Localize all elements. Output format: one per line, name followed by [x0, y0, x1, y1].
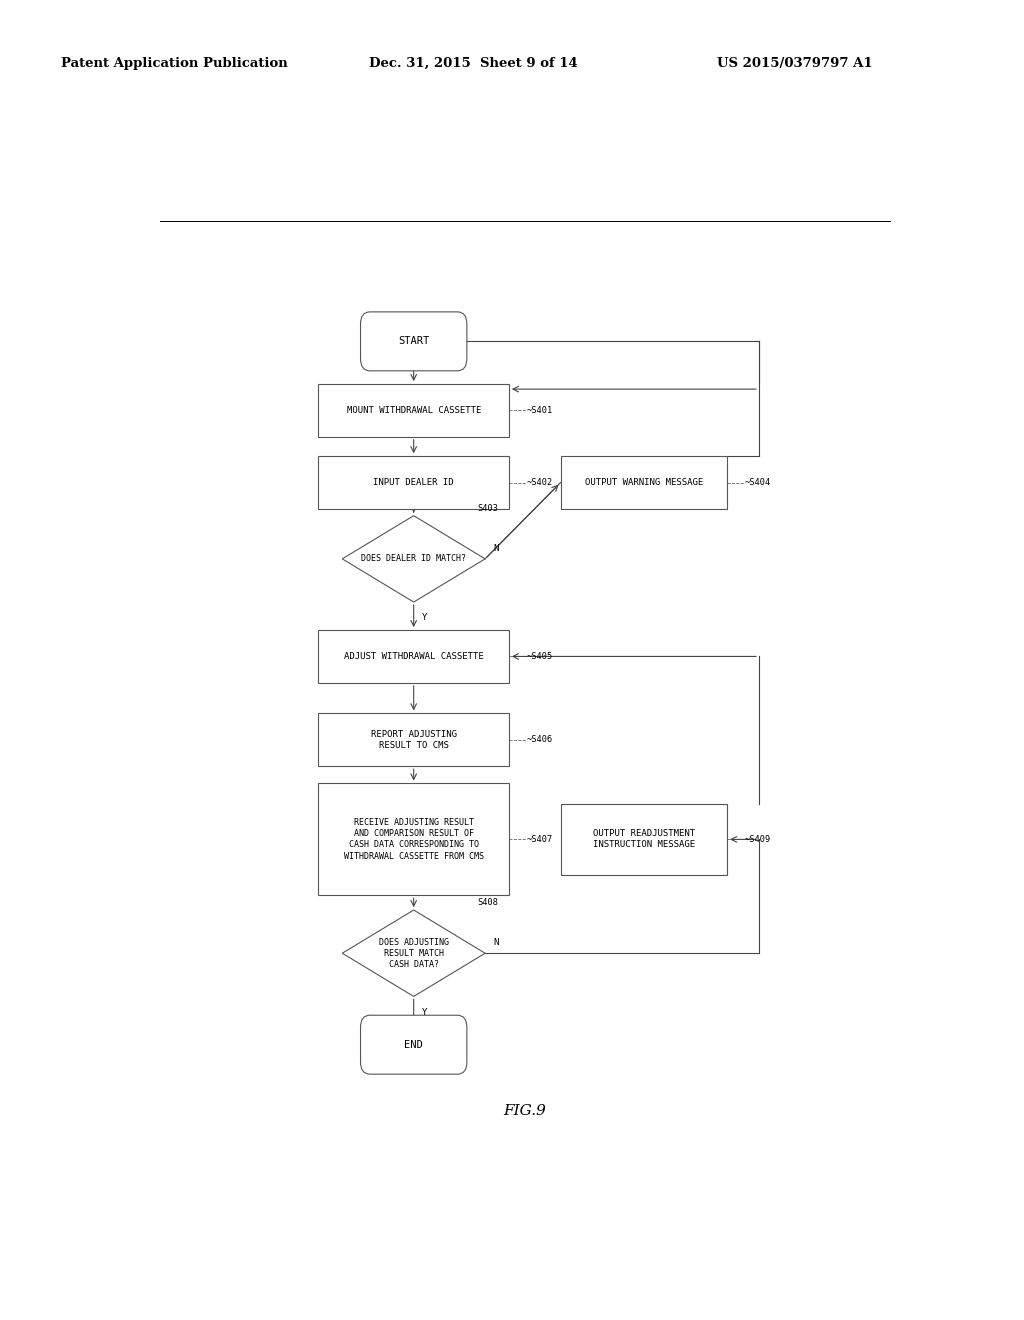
Text: Y: Y: [422, 1007, 427, 1016]
Text: DOES DEALER ID MATCH?: DOES DEALER ID MATCH?: [361, 554, 466, 564]
Text: N: N: [494, 939, 499, 946]
Text: MOUNT WITHDRAWAL CASSETTE: MOUNT WITHDRAWAL CASSETTE: [346, 407, 481, 414]
Text: FIG.9: FIG.9: [504, 1104, 546, 1118]
FancyBboxPatch shape: [560, 457, 727, 510]
FancyBboxPatch shape: [360, 1015, 467, 1074]
Text: ~S402: ~S402: [526, 478, 553, 487]
Text: DOES ADJUSTING
RESULT MATCH
CASH DATA?: DOES ADJUSTING RESULT MATCH CASH DATA?: [379, 937, 449, 969]
FancyBboxPatch shape: [560, 804, 727, 875]
Polygon shape: [342, 516, 485, 602]
FancyBboxPatch shape: [360, 312, 467, 371]
Text: Patent Application Publication: Patent Application Publication: [61, 57, 288, 70]
Text: START: START: [398, 337, 429, 346]
Text: ~S409: ~S409: [744, 834, 771, 843]
Text: RECEIVE ADJUSTING RESULT
AND COMPARISON RESULT OF
CASH DATA CORRESPONDING TO
WIT: RECEIVE ADJUSTING RESULT AND COMPARISON …: [344, 818, 483, 861]
FancyBboxPatch shape: [318, 784, 509, 895]
Text: ~S406: ~S406: [526, 735, 553, 744]
FancyBboxPatch shape: [318, 457, 509, 510]
Text: OUTPUT READJUSTMENT
INSTRUCTION MESSAGE: OUTPUT READJUSTMENT INSTRUCTION MESSAGE: [593, 829, 695, 850]
Text: ~S407: ~S407: [526, 834, 553, 843]
Text: Dec. 31, 2015  Sheet 9 of 14: Dec. 31, 2015 Sheet 9 of 14: [369, 57, 578, 70]
FancyBboxPatch shape: [318, 384, 509, 437]
Text: ~S405: ~S405: [526, 652, 553, 661]
Text: Y: Y: [422, 614, 427, 622]
Text: OUTPUT WARNING MESSAGE: OUTPUT WARNING MESSAGE: [585, 478, 702, 487]
Text: S403: S403: [477, 504, 499, 512]
Text: END: END: [404, 1040, 423, 1049]
Text: INPUT DEALER ID: INPUT DEALER ID: [374, 478, 454, 487]
Text: ~S401: ~S401: [526, 407, 553, 414]
Polygon shape: [342, 909, 485, 997]
Text: US 2015/0379797 A1: US 2015/0379797 A1: [717, 57, 872, 70]
Text: S408: S408: [477, 898, 499, 907]
FancyBboxPatch shape: [318, 713, 509, 766]
FancyBboxPatch shape: [318, 630, 509, 682]
Text: REPORT ADJUSTING
RESULT TO CMS: REPORT ADJUSTING RESULT TO CMS: [371, 730, 457, 750]
Text: ADJUST WITHDRAWAL CASSETTE: ADJUST WITHDRAWAL CASSETTE: [344, 652, 483, 661]
Text: ~S404: ~S404: [744, 478, 771, 487]
Text: N: N: [494, 544, 499, 553]
